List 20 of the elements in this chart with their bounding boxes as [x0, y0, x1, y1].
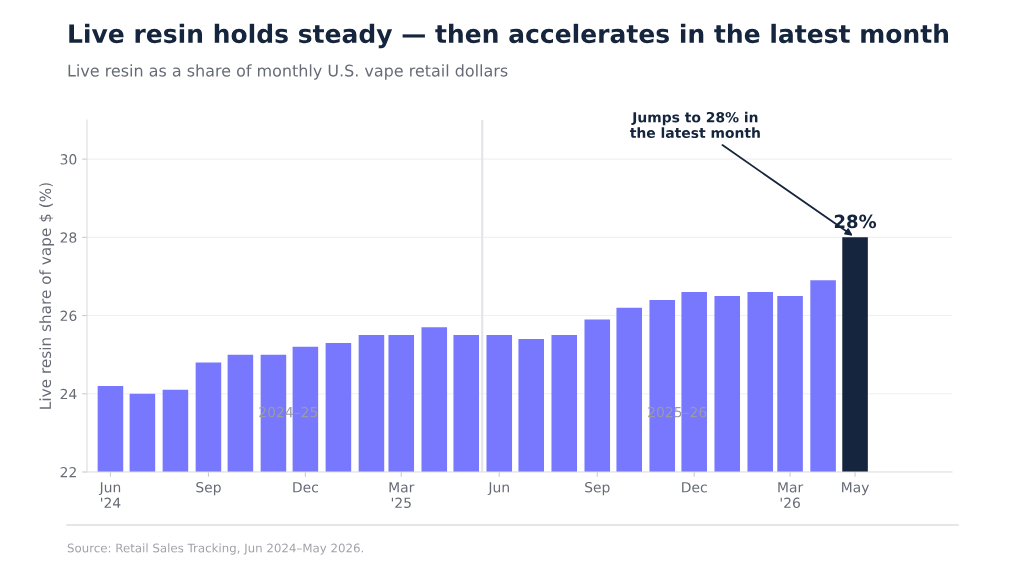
y-tick-label: 26	[60, 310, 77, 322]
y-tick-label: 22	[60, 466, 76, 478]
data-label: 28%	[834, 214, 877, 229]
chart-title: Live resin holds steady — then accelerates in the latest month	[69, 23, 949, 49]
x-tick-label: Jun '24	[98, 482, 121, 508]
x-tick-label: Mar '25	[389, 482, 415, 509]
source-note: Source: Retail Sales Tracking, Jun 2024–May 2026.	[67, 543, 364, 555]
x-tick-label: May	[842, 482, 869, 496]
chart-subtitle: Live resin as a share of monthly U.S. vape retail dollars	[68, 64, 508, 80]
y-axis-title: Live resin share of vape $ (%)	[39, 183, 55, 409]
x-tick-label: Sep	[585, 481, 610, 496]
x-tick-label: Jun	[487, 482, 509, 496]
x-tick-label: Sep	[196, 481, 221, 496]
y-tick-label: 30	[60, 154, 77, 165]
x-tick-label: Mar '26	[778, 482, 804, 509]
x-tick-label: Dec	[293, 482, 318, 493]
annotation: Jumps to 28% in the latest month	[629, 111, 760, 139]
x-tick-label: Dec	[682, 482, 707, 493]
y-tick-label: 24	[60, 388, 77, 400]
y-tick-label: 28	[60, 232, 77, 243]
